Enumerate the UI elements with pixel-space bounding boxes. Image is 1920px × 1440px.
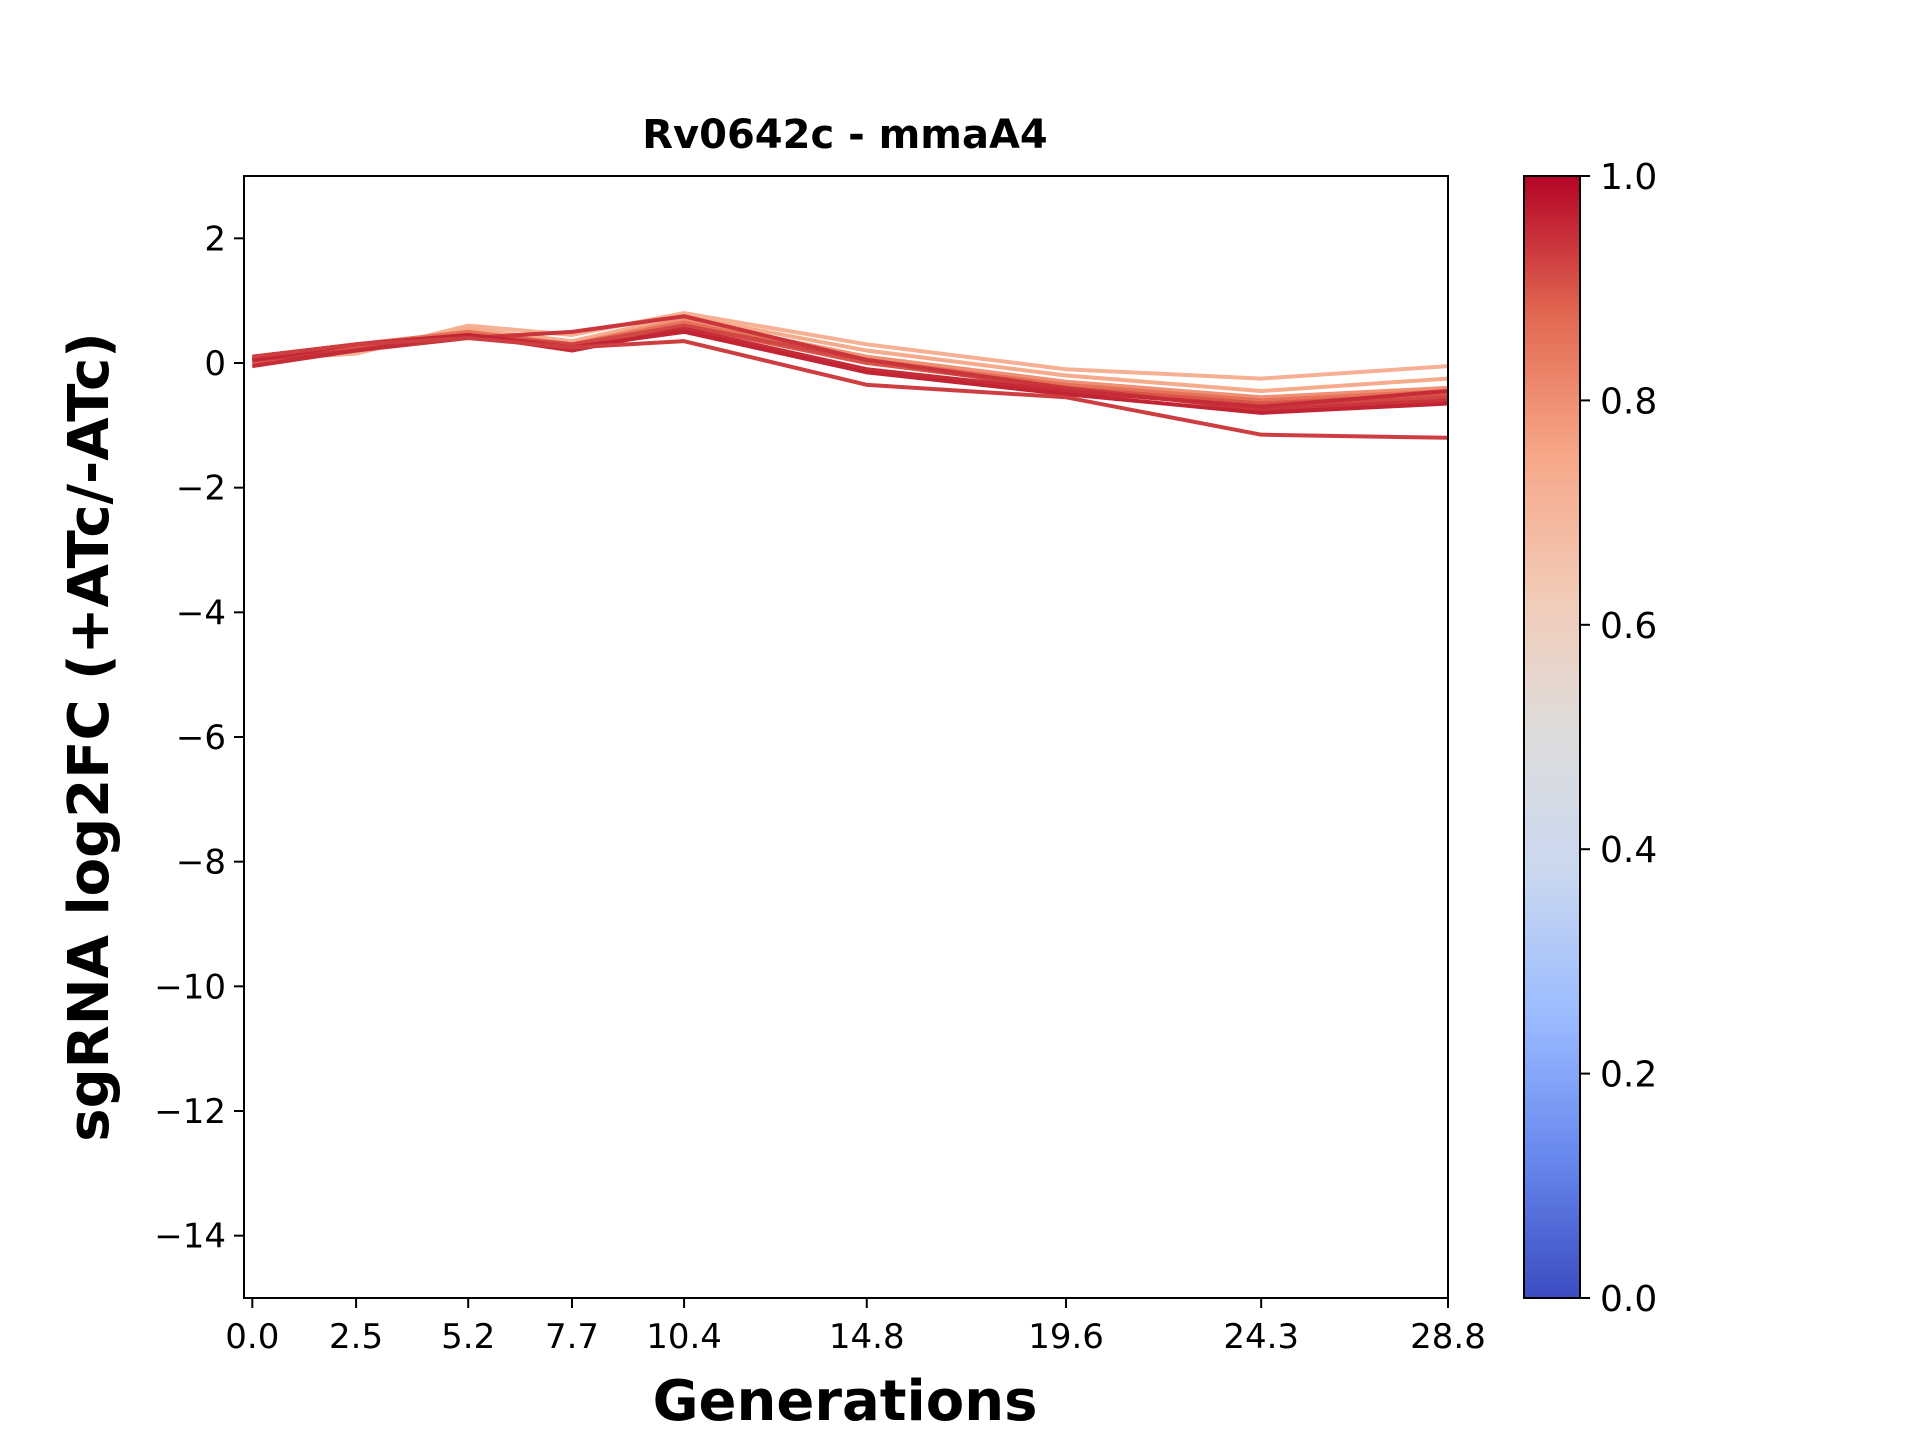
colorbar-ticks: 0.0 0.2 0.4 0.6 0.8 1.0 — [1580, 157, 1657, 1320]
series-line-10 — [252, 336, 1449, 440]
colorbar-tick-label: 0.8 — [1600, 381, 1657, 422]
colorbar-tick-label: 1.0 — [1600, 157, 1657, 198]
x-tick-label: 0.0 — [225, 1317, 279, 1357]
y-tick-label: −8 — [176, 843, 226, 883]
x-tick-label: 24.3 — [1223, 1317, 1299, 1357]
y-tick-label: −10 — [154, 967, 226, 1007]
y-tick-label: 0 — [204, 344, 226, 384]
series-line-8 — [252, 326, 1449, 409]
y-tick-label: 2 — [204, 219, 226, 259]
y-axis: 2 0 −2 −4 −6 −8 −10 −12 −14 — [154, 219, 244, 1257]
y-tick-label: −4 — [176, 593, 226, 633]
y-tick-label: −14 — [154, 1217, 226, 1257]
y-tick-label: −2 — [176, 469, 226, 509]
colorbar-tick-label: 0.6 — [1600, 606, 1657, 647]
series-layer — [252, 311, 1449, 440]
x-tick-label: 2.5 — [329, 1317, 383, 1357]
y-tick-label: −6 — [176, 718, 226, 758]
x-tick-label: 5.2 — [441, 1317, 495, 1357]
colorbar-gradient — [1524, 176, 1580, 1298]
x-tick-label: 28.8 — [1410, 1317, 1486, 1357]
x-axis: 0.0 2.5 5.2 7.7 10.4 14.8 19.6 24.3 28.8 — [225, 1298, 1486, 1357]
x-axis-label: Generations — [653, 1369, 1038, 1434]
x-tick-label: 14.8 — [829, 1317, 905, 1357]
plot-area — [243, 175, 1449, 1299]
colorbar-tick-label: 0.2 — [1600, 1055, 1657, 1096]
colorbar-tick-label: 0.4 — [1600, 830, 1657, 871]
x-tick-label: 19.6 — [1028, 1317, 1104, 1357]
y-axis-label: sgRNA log2FC (+ATc/-ATc) — [57, 332, 122, 1142]
chart-title: Rv0642c - mmaA4 — [642, 112, 1048, 158]
colorbar-frame — [1523, 175, 1581, 1299]
colorbar: 0.0 0.2 0.4 0.6 0.8 1.0 — [1523, 157, 1657, 1320]
colorbar-tick-label: 0.0 — [1600, 1279, 1657, 1320]
x-tick-label: 10.4 — [646, 1317, 722, 1357]
x-tick-label: 7.7 — [545, 1317, 599, 1357]
y-tick-label: −12 — [154, 1092, 226, 1132]
